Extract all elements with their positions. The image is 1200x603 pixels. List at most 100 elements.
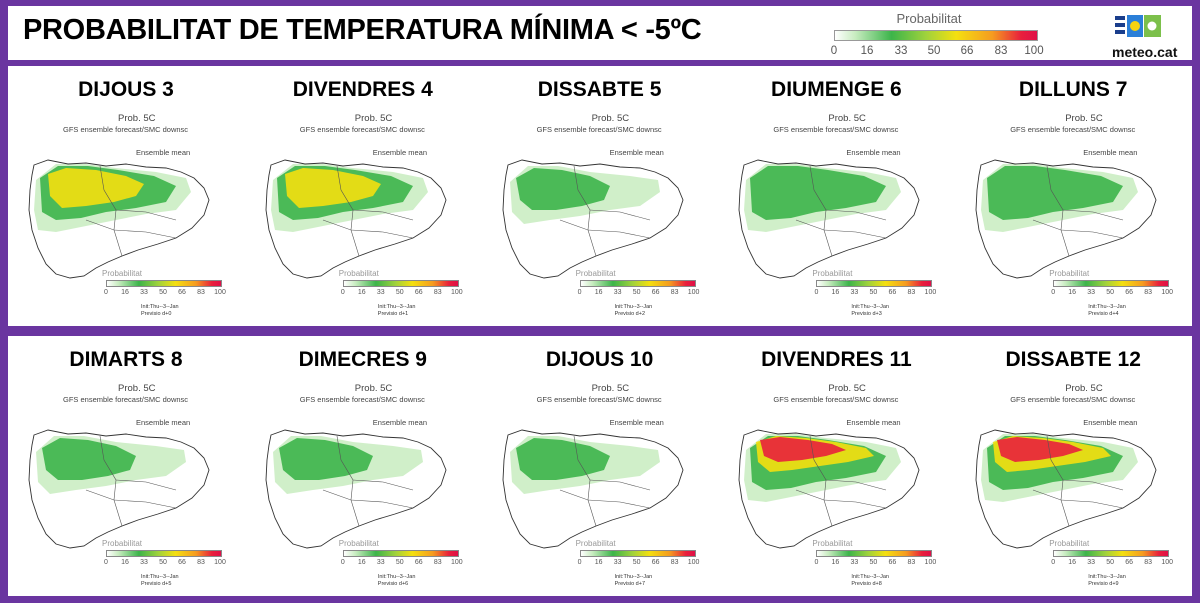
map-legend-tick: 100 — [450, 289, 463, 296]
catalonia-map — [26, 120, 236, 280]
probability-region — [515, 438, 610, 480]
comarca-boundary — [826, 479, 887, 491]
comarca-boundary — [796, 489, 887, 509]
map-prob-title: Prob. 5C — [828, 113, 866, 124]
map-legend-tick: 50 — [395, 289, 404, 296]
catalonia-map — [263, 390, 473, 550]
map-legend-tick: 33 — [850, 289, 859, 296]
header-legend-tick: 66 — [960, 45, 974, 57]
map-legend-colorbar — [106, 280, 222, 287]
comarca-boundary — [1033, 489, 1124, 509]
map-init-text: Init:Thu--3--Jan — [141, 304, 179, 310]
day-label: DISSABTE 5 — [537, 78, 662, 101]
map-legend-colorbar — [342, 280, 459, 287]
map-legend-label: Probabilitat — [338, 539, 379, 548]
map-legend-tick: 100 — [924, 289, 937, 296]
map-legend-tick: 66 — [1125, 559, 1134, 566]
comarca-boundary — [85, 219, 177, 239]
comarca-boundary — [352, 479, 413, 491]
catalonia-outline — [738, 429, 920, 549]
map-prob-title: Prob. 5C — [1065, 113, 1103, 124]
map-ensemble-label: Ensemble mean — [372, 148, 427, 157]
map-legend-tick: 33 — [1087, 289, 1096, 296]
comarca-boundary — [322, 489, 413, 509]
probability-region — [997, 437, 1084, 462]
map-legend-tick: 83 — [433, 289, 442, 296]
map-legend-tick: 66 — [888, 289, 897, 296]
comarca-boundary — [589, 479, 650, 491]
map-legend-colorbar — [106, 550, 222, 557]
map-legend-tick: 83 — [907, 559, 916, 566]
forecast-panel-8: DIJOUS 10 Prob. 5C GFS ensemble forecast… — [482, 336, 718, 596]
forecast-row-1: DIJOUS 3 Prob. 5C GFS ensemble forecast/… — [8, 66, 1192, 326]
map-legend-tick: 33 — [140, 289, 148, 296]
map-subtitle: GFS ensemble forecast/SMC downsc — [773, 125, 899, 134]
map-legend-ticks: 0 16 33 50 66 83 100 — [808, 559, 942, 569]
map-legend-tick: 16 — [357, 289, 366, 296]
map-legend-label: Probabilitat — [338, 269, 379, 278]
map-subtitle: GFS ensemble forecast/SMC downsc — [536, 395, 662, 404]
map-legend-tick: 16 — [831, 289, 840, 296]
map-prob-title: Prob. 5C — [118, 113, 156, 124]
map-legend-tick: 100 — [214, 559, 226, 566]
map-legend-tick: 33 — [850, 559, 859, 566]
catalonia-outline — [502, 429, 684, 549]
map-legend-tick: 50 — [869, 289, 878, 296]
map-legend-tick: 33 — [1087, 559, 1096, 566]
catalonia-outline — [975, 429, 1157, 549]
map-forecast-day-text: Previsio d+6 — [377, 581, 409, 587]
header-legend-colorbar — [834, 30, 1038, 41]
map-legend-label: Probabilitat — [575, 539, 616, 548]
forecast-panel-5: DILLUNS 7 Prob. 5C GFS ensemble forecast… — [955, 66, 1191, 326]
map-svg — [975, 159, 1157, 279]
day-label: DIJOUS 10 — [545, 348, 654, 371]
map-legend-tick: 33 — [140, 559, 148, 566]
catalonia-map — [973, 120, 1183, 280]
map-legend-tick: 83 — [670, 559, 679, 566]
map-prob-title: Prob. 5C — [591, 383, 630, 394]
catalonia-outline — [975, 159, 1157, 279]
catalonia-outline — [502, 159, 684, 279]
map-legend-tick: 0 — [1051, 289, 1056, 296]
day-label: DIMARTS 8 — [69, 348, 183, 371]
header-probability-legend: Probabilitat 0 16 33 50 66 83 100 — [824, 11, 1046, 57]
map-legend-tick: 100 — [1161, 559, 1174, 566]
map-legend-colorbar — [1053, 550, 1170, 557]
map-legend-tick: 83 — [907, 289, 916, 296]
forecast-panel-9: DIVENDRES 11 Prob. 5C GFS ensemble forec… — [718, 336, 954, 596]
map-legend-colorbar — [816, 280, 933, 287]
comarca-boundary — [115, 209, 177, 221]
map-legend-label: Probabilitat — [102, 269, 143, 278]
map-legend-ticks: 0 16 33 50 66 83 100 — [808, 289, 942, 299]
map-legend-tick: 0 — [104, 289, 108, 296]
probability-region — [760, 437, 847, 462]
map-legend-tick: 16 — [357, 559, 366, 566]
comarca-boundary — [559, 219, 650, 239]
map-legend-tick: 66 — [414, 289, 423, 296]
probability-region — [48, 168, 144, 208]
map-legend-ticks: 0 16 33 50 66 83 100 — [1045, 289, 1179, 299]
map-legend-tick: 83 — [670, 289, 679, 296]
map-forecast-day-text: Previsio d+9 — [1088, 581, 1119, 587]
map-ensemble-label: Ensemble mean — [846, 418, 901, 427]
probability-region — [284, 168, 381, 208]
map-forecast-day-text: Previsio d+1 — [377, 311, 409, 317]
map-legend-label: Probabilitat — [1049, 269, 1090, 278]
map-legend-tick: 50 — [395, 559, 404, 566]
day-label: DILLUNS 7 — [1018, 78, 1128, 101]
map-legend-colorbar — [579, 550, 696, 557]
map-legend-tick: 16 — [594, 559, 603, 566]
forecast-panel-7: DIMECRES 9 Prob. 5C GFS ensemble forecas… — [245, 336, 481, 596]
map-ensemble-label: Ensemble mean — [846, 148, 901, 157]
map-forecast-day-text: Previsio d+7 — [614, 581, 646, 587]
map-ensemble-label: Ensemble mean — [1083, 148, 1138, 157]
header-legend-ticks: 0 16 33 50 66 83 100 — [824, 45, 1046, 59]
day-label: DIUMENGE 6 — [771, 78, 902, 101]
map-legend-tick: 100 — [687, 289, 700, 296]
map-legend-label: Probabilitat — [812, 539, 853, 548]
map-legend-tick: 16 — [121, 289, 129, 296]
map-legend-tick: 50 — [869, 559, 878, 566]
catalonia-map — [500, 120, 710, 280]
map-legend-tick: 50 — [1106, 559, 1115, 566]
map-svg — [502, 429, 684, 549]
